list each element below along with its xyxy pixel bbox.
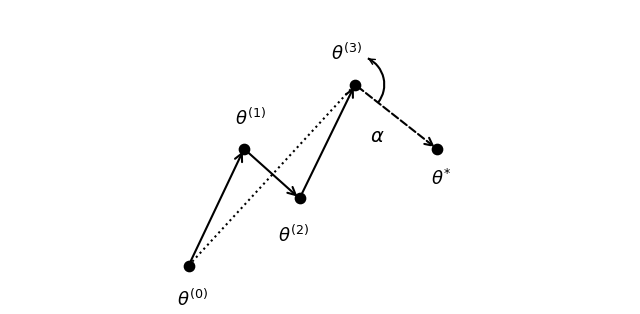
Text: $\theta^{(0)}$: $\theta^{(0)}$ — [177, 289, 208, 310]
Point — [239, 146, 249, 151]
Point — [184, 263, 194, 268]
Text: $\theta^{*}$: $\theta^{*}$ — [431, 169, 451, 189]
Text: $\theta^{(3)}$: $\theta^{(3)}$ — [331, 43, 362, 64]
Point — [294, 196, 305, 201]
Text: $\theta^{(1)}$: $\theta^{(1)}$ — [236, 107, 266, 128]
Point — [432, 146, 442, 151]
Text: $\theta^{(2)}$: $\theta^{(2)}$ — [278, 225, 309, 246]
FancyArrowPatch shape — [357, 86, 433, 146]
Text: $\alpha$: $\alpha$ — [370, 128, 384, 146]
Point — [350, 82, 360, 87]
